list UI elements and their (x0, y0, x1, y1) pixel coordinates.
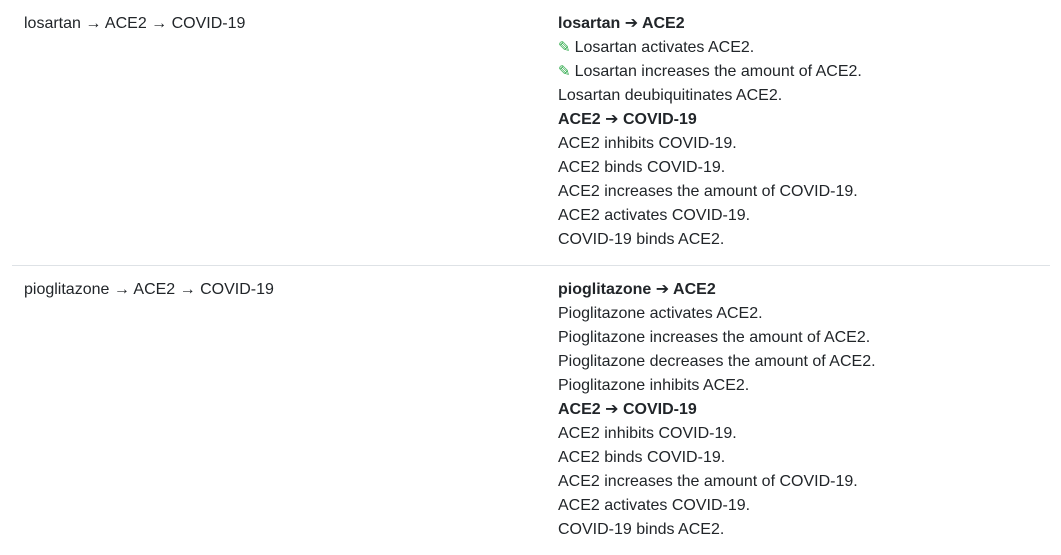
evidence-cell: losartan ➔ ACE2 ✎ Losartan activates ACE2.… (558, 0, 1050, 265)
statement-line[interactable]: ACE2 increases the amount of COVID-19. (558, 470, 1050, 494)
statement-text: ACE2 increases the amount of COVID-19. (558, 473, 858, 490)
evidence-header: pioglitazone ➔ ACE2 (558, 278, 1050, 302)
statement-text: ACE2 binds COVID-19. (558, 159, 726, 176)
statement-line[interactable]: Pioglitazone activates ACE2. (558, 302, 1050, 326)
statement-line[interactable]: Pioglitazone inhibits ACE2. (558, 374, 1050, 398)
statement-text: ACE2 activates COVID-19. (558, 207, 751, 224)
statement-text: ACE2 activates COVID-19. (558, 497, 751, 514)
evidence-header: ACE2 ➔ COVID-19 (558, 108, 1050, 132)
statement-line[interactable]: ACE2 inhibits COVID-19. (558, 132, 1050, 156)
path-cell: losartan → ACE2 → COVID-19 (24, 15, 246, 32)
pencil-icon: ✎ (558, 63, 571, 80)
statement-text: Losartan activates ACE2. (574, 39, 755, 56)
evidence-header-text: pioglitazone ➔ ACE2 (558, 281, 716, 298)
table-row: losartan → ACE2 → COVID-19 losartan ➔ AC… (12, 0, 1050, 266)
statement-text: Pioglitazone activates ACE2. (558, 305, 763, 322)
statement-text: Losartan increases the amount of ACE2. (574, 63, 862, 80)
statement-line[interactable]: ACE2 binds COVID-19. (558, 446, 1050, 470)
evidence-header-text: ACE2 ➔ COVID-19 (558, 111, 697, 128)
statement-text: Pioglitazone inhibits ACE2. (558, 377, 750, 394)
table-row: pioglitazone → ACE2 → COVID-19 pioglitaz… (12, 266, 1050, 555)
statement-text: Pioglitazone increases the amount of ACE… (558, 329, 871, 346)
statement-text: ACE2 binds COVID-19. (558, 449, 726, 466)
statement-line[interactable]: ACE2 activates COVID-19. (558, 494, 1050, 518)
statement-text: COVID-19 binds ACE2. (558, 521, 725, 538)
evidence-header: losartan ➔ ACE2 (558, 12, 1050, 36)
statement-line[interactable]: Pioglitazone decreases the amount of ACE… (558, 350, 1050, 374)
statement-text: ACE2 increases the amount of COVID-19. (558, 183, 858, 200)
statement-line[interactable]: ACE2 binds COVID-19. (558, 156, 1050, 180)
statement-text: ACE2 inhibits COVID-19. (558, 425, 737, 442)
statement-line[interactable]: ✎ Losartan increases the amount of ACE2. (558, 60, 1050, 84)
statement-line[interactable]: COVID-19 binds ACE2. (558, 518, 1050, 542)
evidence-header-text: losartan ➔ ACE2 (558, 15, 685, 32)
statement-line[interactable]: COVID-19 binds ACE2. (558, 228, 1050, 252)
statement-text: Pioglitazone decreases the amount of ACE… (558, 353, 876, 370)
statement-line[interactable]: ACE2 increases the amount of COVID-19. (558, 180, 1050, 204)
statement-text: ACE2 inhibits COVID-19. (558, 135, 737, 152)
statement-text: COVID-19 binds ACE2. (558, 231, 725, 248)
statement-line[interactable]: Losartan deubiquitinates ACE2. (558, 84, 1050, 108)
statement-line[interactable]: ACE2 inhibits COVID-19. (558, 422, 1050, 446)
statement-text: Losartan deubiquitinates ACE2. (558, 87, 783, 104)
statement-line[interactable]: Pioglitazone increases the amount of ACE… (558, 326, 1050, 350)
pencil-icon: ✎ (558, 39, 571, 56)
statement-line[interactable]: ✎ Losartan activates ACE2. (558, 36, 1050, 60)
evidence-header: ACE2 ➔ COVID-19 (558, 398, 1050, 422)
statement-line[interactable]: ACE2 activates COVID-19. (558, 204, 1050, 228)
paths-table: losartan → ACE2 → COVID-19 losartan ➔ AC… (12, 0, 1050, 555)
evidence-header-text: ACE2 ➔ COVID-19 (558, 401, 697, 418)
evidence-cell: pioglitazone ➔ ACE2 Pioglitazone activate… (558, 266, 1050, 555)
path-cell: pioglitazone → ACE2 → COVID-19 (24, 281, 274, 298)
